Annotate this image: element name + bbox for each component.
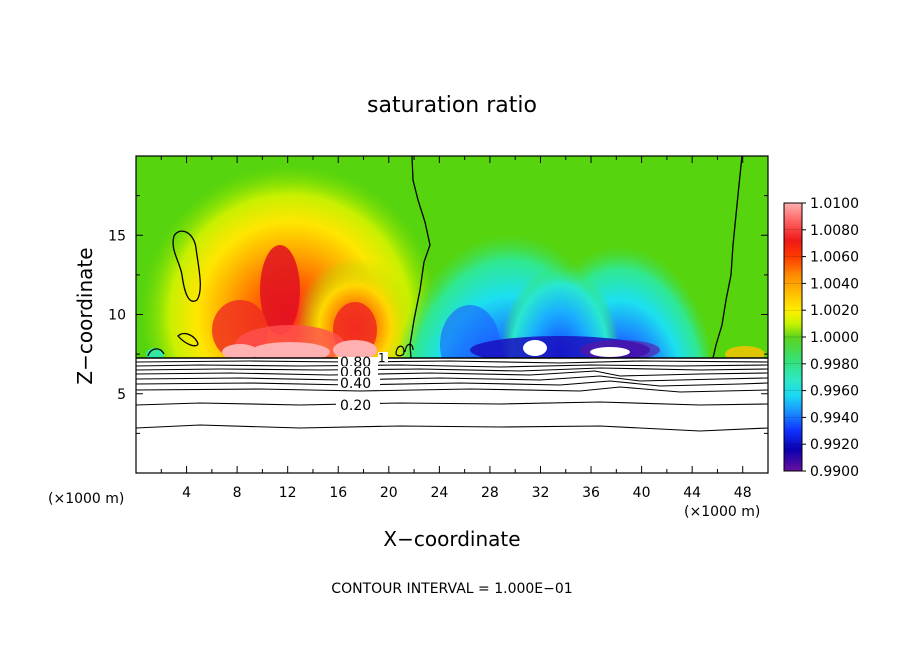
colorbar-label: 0.9940 — [810, 410, 859, 426]
lower-contours — [136, 360, 768, 432]
colorbar-label: 0.9980 — [810, 357, 859, 373]
colorbar-label: 1.0080 — [810, 223, 859, 239]
contour-interval: CONTOUR INTERVAL = 1.000E−01 — [331, 581, 572, 597]
x-tick-label: 12 — [279, 485, 297, 501]
colorbar-label: 0.9900 — [810, 464, 859, 480]
colorbar-label: 0.9920 — [810, 437, 859, 453]
x-tick-label: 20 — [380, 485, 398, 501]
contour-label-1: 1 — [378, 351, 386, 365]
colorbar: 1.0100 1.0080 1.0060 1.0040 1.0020 1.0000 0.99… — [783, 196, 859, 480]
x-tick-label: 40 — [633, 485, 651, 501]
x-tick-label: 44 — [683, 485, 701, 501]
y-axis: 5 10 15 — [108, 195, 768, 434]
colorbar-label: 1.0040 — [810, 276, 859, 292]
x-tick-label: 36 — [582, 485, 600, 501]
contour-labels: 0.80 1 0.60 0.40 0.20 — [336, 351, 388, 414]
x-axis-label: X−coordinate — [383, 527, 520, 551]
x-tick-label: 28 — [481, 485, 499, 501]
x-tick-label: 8 — [233, 485, 242, 501]
colorbar-label: 0.9960 — [810, 384, 859, 400]
x-unit-right: (×1000 m) — [684, 504, 760, 520]
contour-label-0.20: 0.20 — [340, 398, 371, 414]
chart-title: saturation ratio — [367, 93, 537, 118]
colorbar-gradient — [784, 203, 802, 471]
y-tick-label: 5 — [117, 387, 126, 403]
contour-label-0.40: 0.40 — [340, 376, 371, 392]
x-tick-label: 16 — [329, 485, 347, 501]
x-tick-label: 24 — [430, 485, 448, 501]
colorbar-label: 1.0100 — [810, 196, 859, 212]
colorbar-label: 1.0000 — [810, 330, 859, 346]
y-tick-label: 15 — [108, 228, 126, 244]
y-tick-label: 10 — [108, 308, 126, 324]
x-tick-label: 4 — [182, 485, 191, 501]
colorbar-label: 1.0020 — [810, 303, 859, 319]
colorbar-label: 1.0060 — [810, 250, 859, 266]
x-tick-label: 48 — [734, 485, 752, 501]
x-tick-label: 32 — [532, 485, 550, 501]
x-unit-left: (×1000 m) — [48, 491, 124, 507]
saturation-field — [136, 156, 768, 358]
x-axis: 4 8 12 16 20 24 28 32 36 40 44 48 — [160, 156, 752, 501]
y-axis-label: Z−coordinate — [73, 247, 97, 384]
plot-area — [136, 156, 768, 473]
